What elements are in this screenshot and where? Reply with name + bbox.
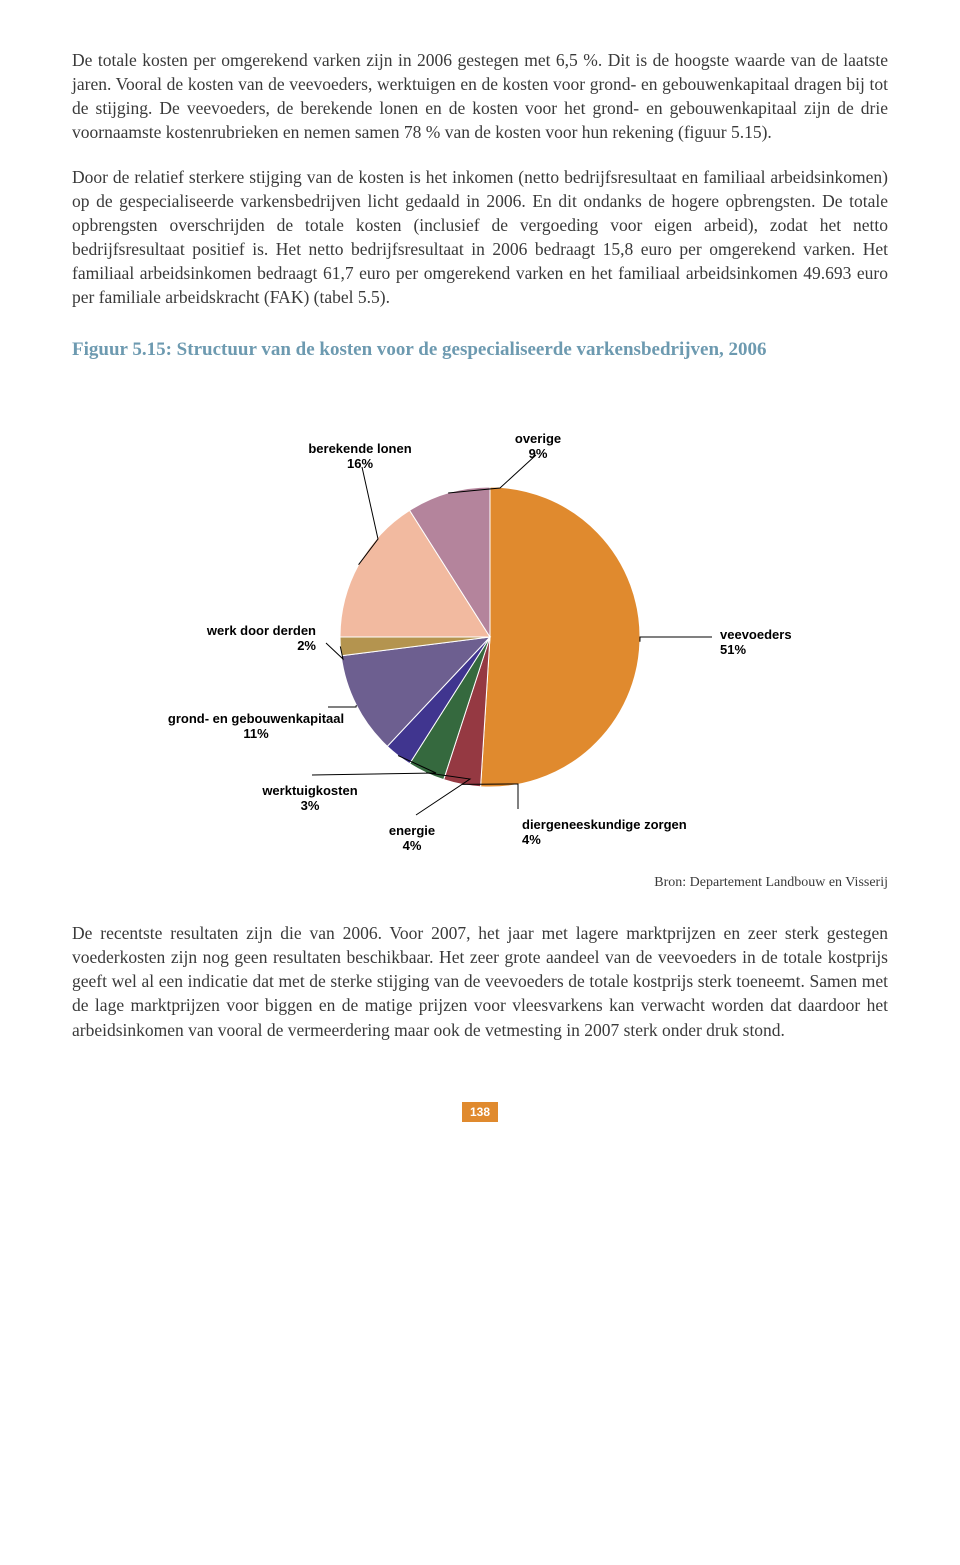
leader-line	[462, 784, 518, 809]
body-paragraph-1: De totale kosten per omgerekend varken z…	[72, 48, 888, 145]
pie-slice-veevoeders	[481, 487, 640, 787]
pie-label-diergeneeskundige-zorgen: diergeneeskundige zorgen4%	[522, 817, 687, 847]
figure-heading: Figuur 5.15: Structuur van de kosten voo…	[72, 337, 888, 363]
leader-line	[328, 705, 356, 707]
body-paragraph-3: De recentste resultaten zijn die van 200…	[72, 921, 888, 1042]
page-footer: 138	[72, 1102, 888, 1122]
pie-label-werktuigkosten: werktuigkosten3%	[261, 783, 357, 813]
pie-label-grond--en-gebouwenkapitaal: grond- en gebouwenkapitaal11%	[168, 711, 344, 741]
leader-line	[640, 637, 712, 642]
pie-label-berekende-lonen: berekende lonen16%	[308, 441, 411, 471]
source-text: Bron: Departement Landbouw en Visserij	[72, 875, 888, 891]
pie-chart: veevoeders51% diergeneeskundige zorgen4% e…	[160, 377, 800, 857]
pie-label-overige: overige9%	[515, 431, 561, 461]
pie-label-energie: energie4%	[389, 823, 435, 853]
page-number: 138	[462, 1102, 498, 1122]
body-paragraph-2: Door de relatief sterkere stijging van d…	[72, 165, 888, 310]
pie-chart-container: veevoeders51% diergeneeskundige zorgen4% e…	[72, 377, 888, 857]
pie-label-veevoeders: veevoeders51%	[720, 627, 792, 657]
pie-label-werk-door-derden: werk door derden2%	[206, 623, 317, 653]
